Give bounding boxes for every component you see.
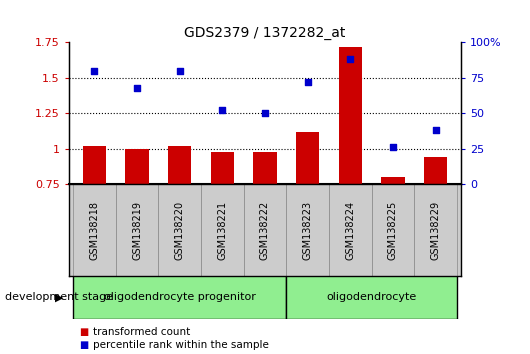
Text: GSM138219: GSM138219 (132, 201, 142, 259)
Text: percentile rank within the sample: percentile rank within the sample (93, 340, 269, 350)
Text: GSM138218: GSM138218 (90, 201, 100, 259)
Text: GSM138225: GSM138225 (388, 200, 398, 260)
Text: ▶: ▶ (55, 292, 64, 302)
Bar (158, 184, 201, 276)
Bar (126, 149, 149, 184)
Text: ■: ■ (80, 340, 89, 350)
Bar (424, 157, 447, 184)
Text: GSM138222: GSM138222 (260, 200, 270, 260)
Bar (286, 184, 329, 276)
Point (346, 57, 355, 62)
Text: GSM138224: GSM138224 (345, 200, 355, 260)
Point (388, 144, 397, 150)
Bar (286, 276, 457, 319)
Bar (372, 184, 414, 276)
Point (261, 110, 269, 116)
Bar (73, 184, 116, 276)
Text: development stage: development stage (5, 292, 113, 302)
Bar (244, 184, 286, 276)
Text: GSM138220: GSM138220 (175, 200, 185, 260)
Bar (116, 184, 158, 276)
Text: GSM138223: GSM138223 (303, 200, 313, 260)
Title: GDS2379 / 1372282_at: GDS2379 / 1372282_at (184, 26, 346, 40)
Bar (381, 177, 404, 184)
Point (431, 127, 440, 133)
Bar (414, 184, 457, 276)
Text: transformed count: transformed count (93, 327, 190, 337)
Bar (73, 276, 286, 319)
Point (175, 68, 184, 74)
Bar (329, 184, 372, 276)
Bar (168, 146, 191, 184)
Bar (83, 146, 106, 184)
Text: ■: ■ (80, 327, 89, 337)
Point (133, 85, 142, 91)
Bar (296, 132, 320, 184)
Point (90, 68, 99, 74)
Text: GSM138229: GSM138229 (430, 200, 440, 260)
Text: GSM138221: GSM138221 (217, 200, 227, 260)
Bar (253, 152, 277, 184)
Text: oligodendrocyte: oligodendrocyte (326, 292, 417, 302)
Bar (339, 47, 362, 184)
Point (303, 79, 312, 85)
Bar (201, 184, 244, 276)
Text: oligodendrocyte progenitor: oligodendrocyte progenitor (104, 292, 255, 302)
Bar (210, 152, 234, 184)
Point (218, 108, 227, 113)
